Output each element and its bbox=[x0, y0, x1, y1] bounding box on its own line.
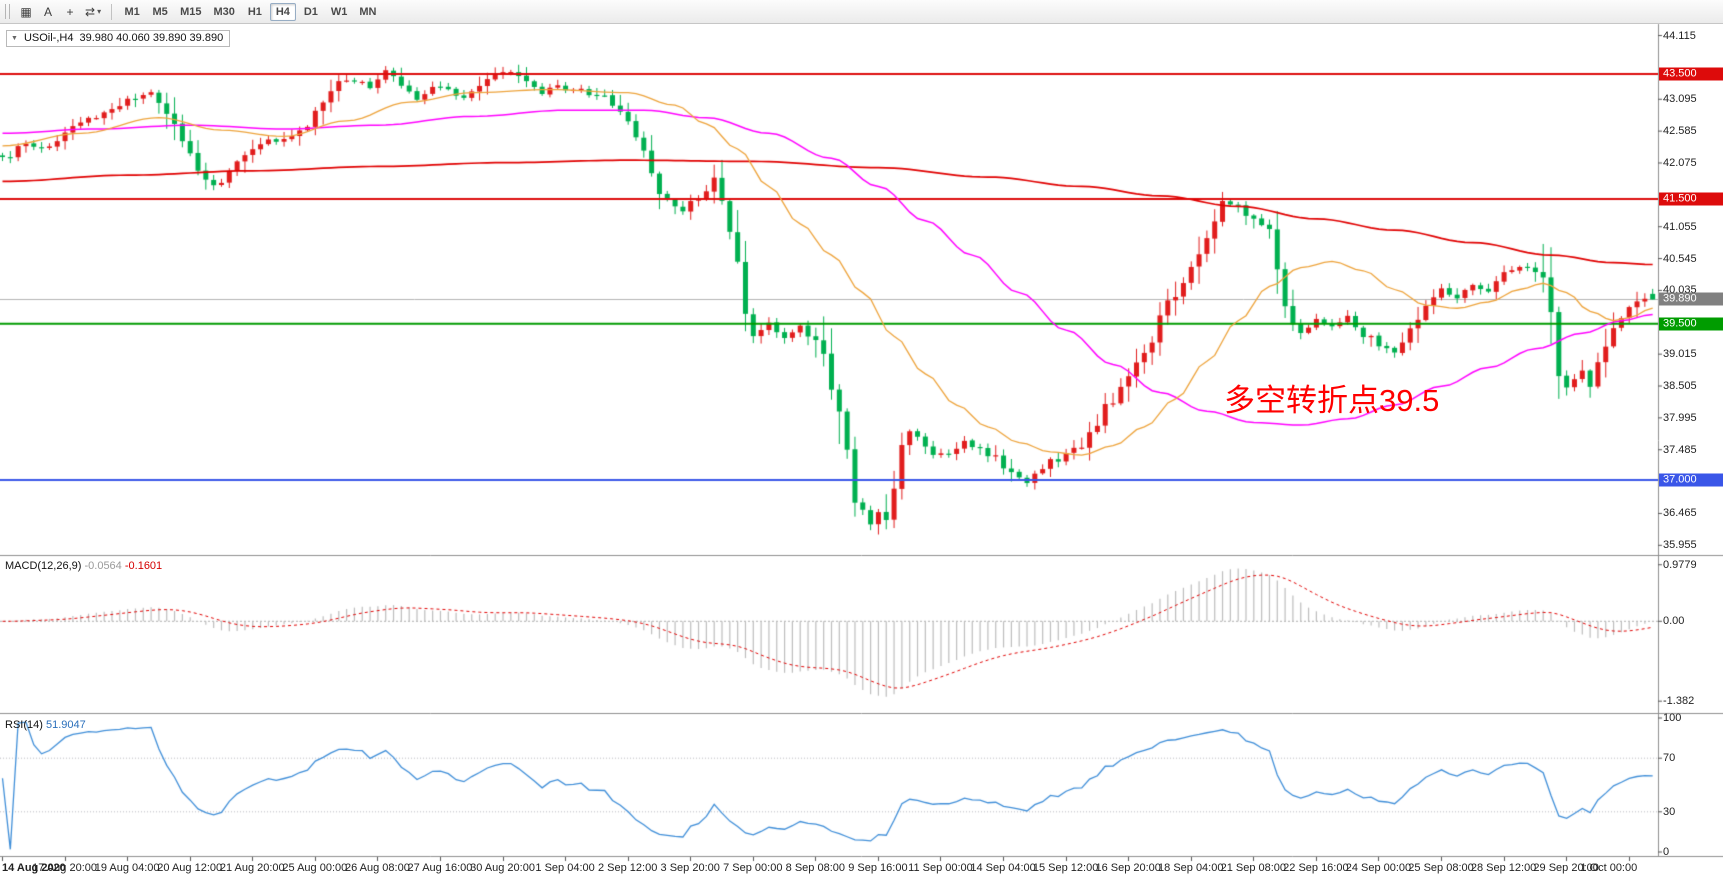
macd-axis-tick: 0.00 bbox=[1663, 615, 1685, 628]
timeframe-m1-button[interactable]: M1 bbox=[119, 3, 145, 21]
time-axis-label: 25 Sep 08:00 bbox=[1408, 862, 1474, 874]
price-axis-tick: 37.995 bbox=[1663, 411, 1697, 424]
price-axis-tick: 38.505 bbox=[1663, 380, 1697, 393]
price-axis-tick: 41.055 bbox=[1663, 220, 1697, 233]
time-axis-label: 21 Sep 08:00 bbox=[1220, 862, 1287, 874]
main-toolbar: ▦ A + ⇄ ▾ M1 M5 M15 M30 H1 H4 D1 W1 MN bbox=[0, 0, 1723, 24]
time-axis-label: 29 Sep 20:00 bbox=[1533, 862, 1599, 874]
time-axis-label: 26 Aug 08:00 bbox=[344, 862, 410, 874]
time-axis-label: 11 Sep 00:00 bbox=[908, 862, 973, 874]
collapse-caret-icon[interactable]: ▼ bbox=[11, 34, 18, 42]
symbol-name: USOil-,H4 bbox=[23, 32, 74, 44]
time-axis-label: 14 Sep 04:00 bbox=[970, 862, 1036, 874]
rsi-indicator-label: RSI(14) 51.9047 bbox=[5, 719, 86, 731]
macd-signal-value: -0.1601 bbox=[124, 560, 163, 572]
rsi-axis-tick: 70 bbox=[1663, 752, 1676, 765]
tool-icon-group: ▦ A + ⇄ ▾ bbox=[15, 2, 105, 22]
price-axis-tick: 39.015 bbox=[1663, 348, 1697, 361]
symbol-ohlc-values: 39.980 40.060 39.890 39.890 bbox=[79, 32, 224, 44]
timeframe-h4-button[interactable]: H4 bbox=[269, 2, 296, 21]
macd-axis-tick: 0.9779 bbox=[1663, 558, 1697, 571]
timeframe-h1-button[interactable]: H1 bbox=[242, 3, 268, 21]
macd-name: MACD(12,26,9) bbox=[5, 560, 82, 572]
price-axis-tick: 44.115 bbox=[1663, 29, 1696, 42]
price-axis-tick: 40.545 bbox=[1663, 252, 1697, 265]
price-axis-tick: 35.955 bbox=[1663, 539, 1697, 552]
time-axis-label: 30 Aug 20:00 bbox=[470, 862, 535, 874]
time-axis-label: 1 Sep 04:00 bbox=[535, 862, 595, 874]
time-axis-label: 17 Aug 20:00 bbox=[32, 862, 97, 874]
hline-price-badge: 41.500 bbox=[1659, 192, 1723, 206]
rsi-axis-tick: 30 bbox=[1663, 805, 1676, 818]
time-axis-label: 22 Sep 16:00 bbox=[1283, 862, 1349, 874]
price-axis-tick: 42.075 bbox=[1663, 156, 1697, 169]
time-axis-label: 8 Sep 08:00 bbox=[785, 862, 846, 874]
rsi-axis-tick: 100 bbox=[1663, 712, 1682, 724]
chart-cycle-icon[interactable]: ⇄ ▾ bbox=[81, 2, 105, 22]
timeframe-d1-button[interactable]: D1 bbox=[298, 3, 324, 21]
macd-axis-tick: -1.382 bbox=[1663, 695, 1695, 708]
time-axis-label: 3 Sep 20:00 bbox=[660, 862, 720, 874]
timeframe-mn-button[interactable]: MN bbox=[354, 3, 381, 21]
time-axis-label: 1 Oct 00:00 bbox=[1580, 862, 1638, 874]
time-axis-label: 7 Sep 00:00 bbox=[723, 862, 783, 874]
hline-price-badge: 39.500 bbox=[1659, 317, 1723, 331]
price-axis-tick: 43.095 bbox=[1663, 93, 1697, 106]
symbol-ohlc-box[interactable]: ▼ USOil-,H4 39.980 40.060 39.890 39.890 bbox=[6, 30, 231, 47]
crosshair-icon[interactable]: + bbox=[59, 2, 81, 22]
current-price-badge: 39.890 bbox=[1659, 292, 1723, 306]
macd-indicator-label: MACD(12,26,9) -0.0564 -0.1601 bbox=[5, 560, 162, 572]
time-axis-label: 28 Sep 12:00 bbox=[1470, 862, 1537, 874]
time-axis-label: 16 Sep 20:00 bbox=[1095, 862, 1161, 874]
price-axis-tick: 42.585 bbox=[1663, 125, 1697, 138]
time-axis-label: 24 Sep 00:00 bbox=[1345, 862, 1412, 874]
toolbar-separator bbox=[111, 3, 113, 20]
time-axis-label: 25 Aug 00:00 bbox=[282, 862, 348, 874]
time-axis-label: 14 Aug 2020 bbox=[2, 862, 66, 874]
time-axis-label: 2 Sep 12:00 bbox=[597, 862, 658, 874]
hline-price-badge: 43.500 bbox=[1659, 67, 1723, 81]
rsi-name: RSI(14) bbox=[5, 719, 43, 731]
timeframe-m30-button[interactable]: M30 bbox=[208, 3, 239, 21]
time-axis-label: 20 Aug 12:00 bbox=[157, 862, 223, 874]
price-axis-tick: 36.465 bbox=[1663, 507, 1697, 520]
price-axis-tick: 37.485 bbox=[1663, 443, 1697, 456]
time-axis-label: 9 Sep 16:00 bbox=[848, 862, 908, 874]
dropdown-caret-icon: ▾ bbox=[97, 7, 102, 16]
time-axis-label: 19 Aug 04:00 bbox=[94, 862, 160, 874]
timeframe-m5-button[interactable]: M5 bbox=[147, 3, 173, 21]
rsi-value: 51.9047 bbox=[45, 719, 86, 731]
time-axis-label: 27 Aug 16:00 bbox=[407, 862, 473, 874]
rsi-axis-tick: 0 bbox=[1663, 846, 1670, 858]
macd-main-value: -0.0564 bbox=[84, 560, 122, 572]
timeframe-group: M1 M5 M15 M30 H1 H4 D1 W1 MN bbox=[118, 2, 382, 21]
hline-price-badge: 37.000 bbox=[1659, 473, 1723, 487]
time-axis-label: 21 Aug 20:00 bbox=[219, 862, 285, 874]
chart-annotation-text: 多空转折点39.5 bbox=[1224, 383, 1440, 418]
chart-window-icon[interactable]: ▦ bbox=[15, 2, 37, 22]
timeframe-m15-button[interactable]: M15 bbox=[175, 3, 206, 21]
text-tool-icon[interactable]: A bbox=[37, 2, 59, 22]
time-axis-label: 18 Sep 04:00 bbox=[1158, 862, 1224, 874]
toolbar-grip-handle[interactable] bbox=[5, 4, 10, 19]
timeframe-w1-button[interactable]: W1 bbox=[326, 3, 353, 21]
time-axis-label: 15 Sep 12:00 bbox=[1032, 862, 1099, 874]
